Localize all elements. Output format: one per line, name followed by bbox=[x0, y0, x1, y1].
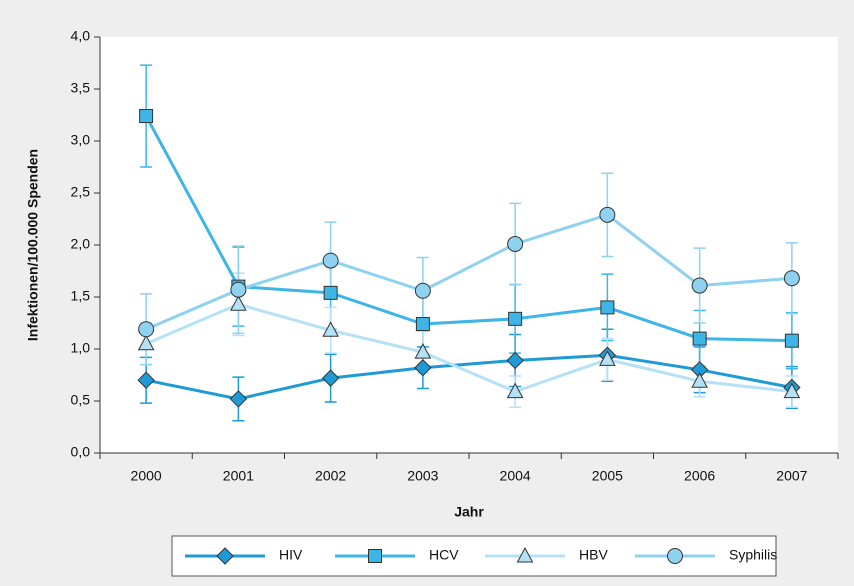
marker bbox=[599, 350, 616, 366]
legend-label: Syphilis bbox=[729, 547, 777, 563]
x-axis-title: Jahr bbox=[454, 504, 484, 520]
x-tick-label: 2003 bbox=[407, 468, 438, 484]
marker bbox=[229, 390, 248, 408]
y-tick-label: 1,5 bbox=[71, 288, 91, 304]
marker bbox=[599, 206, 616, 223]
marker bbox=[506, 351, 524, 370]
marker bbox=[230, 281, 247, 298]
plot-area bbox=[100, 37, 838, 453]
marker bbox=[784, 333, 799, 348]
marker bbox=[139, 109, 154, 124]
x-tick-label: 2005 bbox=[592, 468, 623, 484]
y-tick-label: 2,0 bbox=[71, 236, 91, 252]
marker bbox=[230, 295, 247, 311]
series-line bbox=[145, 353, 793, 401]
y-tick-label: 0,0 bbox=[71, 444, 91, 460]
marker bbox=[137, 371, 155, 389]
marker bbox=[414, 359, 432, 377]
y-axis-title: Infektionen/100.000 Spenden bbox=[25, 149, 41, 341]
marker bbox=[667, 548, 683, 564]
marker bbox=[508, 311, 523, 326]
marker bbox=[368, 549, 382, 563]
y-tick-label: 2,5 bbox=[71, 184, 91, 200]
legend-label: HBV bbox=[579, 547, 608, 563]
x-tick-label: 2004 bbox=[500, 468, 531, 484]
legend-label: HCV bbox=[429, 547, 459, 563]
marker bbox=[414, 282, 431, 299]
marker bbox=[516, 546, 534, 563]
marker bbox=[692, 331, 707, 346]
y-tick-label: 1,0 bbox=[71, 340, 91, 356]
marker bbox=[415, 317, 430, 332]
marker bbox=[323, 285, 338, 300]
marker bbox=[137, 334, 155, 351]
marker bbox=[216, 547, 234, 565]
marker bbox=[691, 277, 708, 294]
series-line bbox=[145, 302, 793, 394]
y-tick-label: 4,0 bbox=[71, 28, 91, 44]
x-tick-label: 2006 bbox=[684, 468, 715, 484]
x-tick-label: 2001 bbox=[223, 468, 254, 484]
x-tick-label: 2007 bbox=[776, 468, 807, 484]
series-line bbox=[144, 115, 792, 343]
marker bbox=[414, 343, 432, 359]
marker bbox=[691, 372, 708, 388]
marker bbox=[321, 369, 340, 387]
marker bbox=[506, 382, 524, 399]
series-line bbox=[145, 213, 792, 331]
marker bbox=[783, 382, 801, 399]
marker bbox=[322, 252, 339, 269]
marker bbox=[783, 270, 800, 287]
y-tick-label: 0,5 bbox=[71, 392, 91, 408]
x-tick-label: 2000 bbox=[131, 468, 162, 484]
y-tick-label: 3,5 bbox=[71, 80, 91, 96]
y-tick-label: 3,0 bbox=[71, 132, 91, 148]
marker bbox=[600, 300, 615, 315]
marker bbox=[322, 321, 339, 337]
x-tick-label: 2002 bbox=[315, 468, 346, 484]
marker bbox=[138, 321, 155, 338]
marker bbox=[507, 235, 524, 252]
legend-label: HIV bbox=[279, 547, 303, 563]
